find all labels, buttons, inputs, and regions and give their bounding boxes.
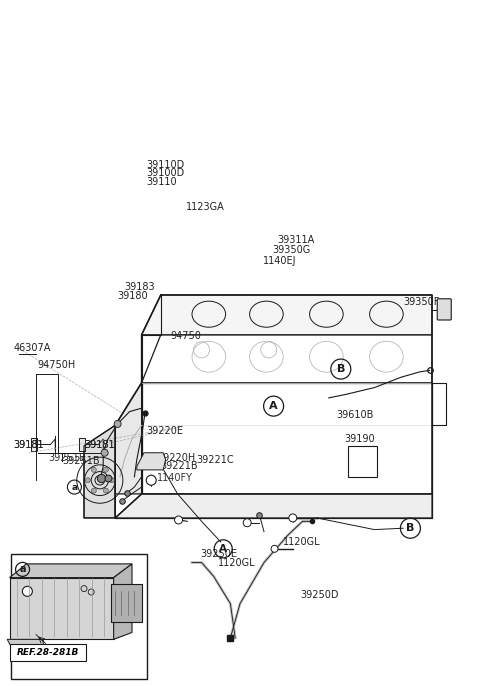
Text: 39251B: 39251B: [48, 453, 85, 462]
Text: 1140EJ: 1140EJ: [263, 256, 297, 265]
Text: 39181: 39181: [84, 440, 115, 449]
Circle shape: [103, 488, 108, 493]
Text: A: A: [219, 544, 227, 554]
Circle shape: [23, 587, 32, 596]
Text: 39250E: 39250E: [201, 549, 238, 559]
Text: 39251B: 39251B: [62, 456, 100, 466]
Text: 94750H: 94750H: [37, 360, 76, 370]
Text: 39250D: 39250D: [300, 591, 338, 600]
Text: 1123GA: 1123GA: [186, 202, 225, 212]
Circle shape: [146, 475, 156, 485]
Text: A: A: [269, 401, 278, 411]
Bar: [111, 584, 143, 622]
Text: a: a: [72, 482, 77, 492]
Bar: [79, 438, 85, 451]
Text: 39350F: 39350F: [403, 297, 440, 307]
Bar: [31, 438, 37, 451]
Text: 94762: 94762: [70, 596, 100, 606]
FancyBboxPatch shape: [348, 446, 377, 477]
Polygon shape: [115, 383, 142, 494]
Text: 39220E: 39220E: [146, 426, 183, 436]
Circle shape: [91, 467, 96, 472]
Circle shape: [101, 449, 108, 456]
Polygon shape: [142, 295, 432, 335]
Bar: [11, 554, 147, 679]
Circle shape: [271, 545, 278, 552]
Polygon shape: [84, 425, 115, 518]
Circle shape: [114, 421, 121, 427]
Circle shape: [103, 467, 108, 472]
Text: 46307A: 46307A: [13, 344, 51, 353]
Text: 39110D: 39110D: [146, 160, 185, 169]
Circle shape: [243, 519, 251, 527]
Text: REF.28-281B: REF.28-281B: [17, 648, 79, 657]
Text: 39221B: 39221B: [161, 462, 198, 471]
Circle shape: [175, 516, 182, 524]
Text: B: B: [406, 523, 415, 533]
Text: 1140FZ: 1140FZ: [26, 610, 63, 619]
Text: 1120GL: 1120GL: [283, 537, 321, 547]
Text: 39110: 39110: [146, 177, 177, 187]
Text: 39190: 39190: [345, 434, 375, 444]
Text: 1140FY: 1140FY: [156, 473, 192, 483]
Circle shape: [91, 488, 96, 493]
Text: 39220H: 39220H: [157, 453, 196, 463]
Text: 94750: 94750: [170, 331, 201, 341]
Polygon shape: [7, 639, 43, 661]
Text: a: a: [19, 565, 26, 574]
Polygon shape: [114, 564, 132, 639]
Polygon shape: [115, 425, 432, 518]
Text: 39221C: 39221C: [196, 455, 233, 464]
Circle shape: [289, 514, 297, 522]
FancyBboxPatch shape: [10, 644, 86, 661]
Text: 39350G: 39350G: [273, 246, 311, 255]
Polygon shape: [137, 453, 166, 470]
FancyBboxPatch shape: [437, 299, 451, 320]
Text: B: B: [336, 364, 345, 374]
Text: 39311A: 39311A: [277, 235, 315, 245]
Polygon shape: [10, 578, 114, 639]
Text: 39181: 39181: [84, 440, 115, 449]
Text: 39610B: 39610B: [336, 410, 373, 420]
Polygon shape: [142, 335, 432, 383]
Circle shape: [109, 477, 114, 483]
Polygon shape: [142, 383, 432, 494]
Circle shape: [85, 477, 90, 483]
Text: 39183: 39183: [124, 282, 155, 292]
Text: 1120GL: 1120GL: [218, 558, 256, 567]
Text: 39100D: 39100D: [146, 168, 185, 178]
Text: 39181: 39181: [13, 440, 44, 449]
Text: 39181: 39181: [13, 440, 44, 449]
Text: 39180: 39180: [118, 292, 148, 301]
Polygon shape: [10, 564, 132, 578]
